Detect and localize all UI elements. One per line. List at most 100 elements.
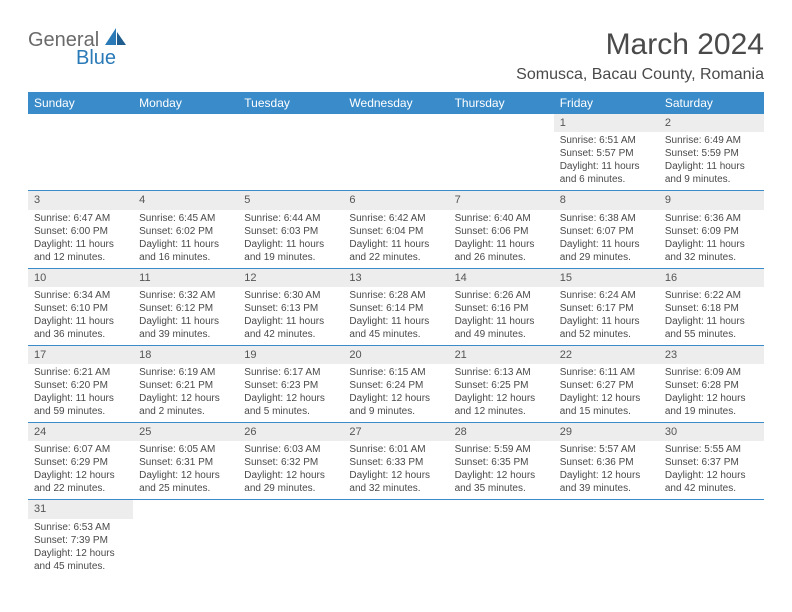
logo-text: General Blue bbox=[28, 28, 127, 68]
calendar-cell: 26Sunrise: 6:03 AMSunset: 6:32 PMDayligh… bbox=[238, 423, 343, 500]
day-content: Sunrise: 5:55 AMSunset: 6:37 PMDaylight:… bbox=[659, 441, 764, 499]
calendar-cell: 13Sunrise: 6:28 AMSunset: 6:14 PMDayligh… bbox=[343, 268, 448, 345]
calendar-cell: 6Sunrise: 6:42 AMSunset: 6:04 PMDaylight… bbox=[343, 191, 448, 268]
day-number: 12 bbox=[238, 269, 343, 287]
calendar-cell bbox=[133, 500, 238, 577]
day-d1: Daylight: 11 hours bbox=[349, 315, 442, 328]
day-number: 2 bbox=[659, 114, 764, 132]
calendar-head: Sunday Monday Tuesday Wednesday Thursday… bbox=[28, 92, 764, 114]
day-ss: Sunset: 6:00 PM bbox=[34, 225, 127, 238]
day-sr: Sunrise: 6:13 AM bbox=[455, 366, 548, 379]
day-sr: Sunrise: 6:05 AM bbox=[139, 443, 232, 456]
calendar-cell: 15Sunrise: 6:24 AMSunset: 6:17 PMDayligh… bbox=[554, 268, 659, 345]
day-content: Sunrise: 6:38 AMSunset: 6:07 PMDaylight:… bbox=[554, 210, 659, 268]
day-d1: Daylight: 11 hours bbox=[455, 238, 548, 251]
day-number: 10 bbox=[28, 269, 133, 287]
day-d2: and 52 minutes. bbox=[560, 328, 653, 341]
day-content: Sunrise: 6:26 AMSunset: 6:16 PMDaylight:… bbox=[449, 287, 554, 345]
day-sr: Sunrise: 5:59 AM bbox=[455, 443, 548, 456]
day-d2: and 59 minutes. bbox=[34, 405, 127, 418]
calendar-body: 1Sunrise: 6:51 AMSunset: 5:57 PMDaylight… bbox=[28, 114, 764, 577]
day-d2: and 2 minutes. bbox=[139, 405, 232, 418]
day-number: 9 bbox=[659, 191, 764, 209]
day-number: 30 bbox=[659, 423, 764, 441]
calendar-cell: 22Sunrise: 6:11 AMSunset: 6:27 PMDayligh… bbox=[554, 345, 659, 422]
day-ss: Sunset: 6:13 PM bbox=[244, 302, 337, 315]
day-number: 31 bbox=[28, 500, 133, 518]
month-title: March 2024 bbox=[516, 28, 764, 62]
day-number: 29 bbox=[554, 423, 659, 441]
calendar-cell: 23Sunrise: 6:09 AMSunset: 6:28 PMDayligh… bbox=[659, 345, 764, 422]
day-d1: Daylight: 12 hours bbox=[560, 392, 653, 405]
day-d2: and 29 minutes. bbox=[560, 251, 653, 264]
calendar-cell bbox=[28, 114, 133, 191]
day-d2: and 19 minutes. bbox=[665, 405, 758, 418]
day-d2: and 15 minutes. bbox=[560, 405, 653, 418]
calendar-cell bbox=[449, 500, 554, 577]
day-d2: and 36 minutes. bbox=[34, 328, 127, 341]
day-content: Sunrise: 6:32 AMSunset: 6:12 PMDaylight:… bbox=[133, 287, 238, 345]
day-content: Sunrise: 6:17 AMSunset: 6:23 PMDaylight:… bbox=[238, 364, 343, 422]
calendar-cell bbox=[343, 500, 448, 577]
day-number: 14 bbox=[449, 269, 554, 287]
day-d2: and 45 minutes. bbox=[349, 328, 442, 341]
day-d1: Daylight: 11 hours bbox=[139, 238, 232, 251]
day-d1: Daylight: 12 hours bbox=[139, 392, 232, 405]
day-ss: Sunset: 6:03 PM bbox=[244, 225, 337, 238]
day-sr: Sunrise: 6:38 AM bbox=[560, 212, 653, 225]
day-ss: Sunset: 6:17 PM bbox=[560, 302, 653, 315]
day-d2: and 12 minutes. bbox=[455, 405, 548, 418]
day-content: Sunrise: 6:53 AMSunset: 7:39 PMDaylight:… bbox=[28, 519, 133, 577]
day-d1: Daylight: 11 hours bbox=[139, 315, 232, 328]
day-number: 21 bbox=[449, 346, 554, 364]
day-sr: Sunrise: 6:36 AM bbox=[665, 212, 758, 225]
day-content: Sunrise: 6:15 AMSunset: 6:24 PMDaylight:… bbox=[343, 364, 448, 422]
day-d1: Daylight: 11 hours bbox=[34, 392, 127, 405]
day-d2: and 5 minutes. bbox=[244, 405, 337, 418]
day-sr: Sunrise: 6:40 AM bbox=[455, 212, 548, 225]
day-d1: Daylight: 12 hours bbox=[34, 469, 127, 482]
dow-sunday: Sunday bbox=[28, 92, 133, 114]
day-d1: Daylight: 11 hours bbox=[560, 238, 653, 251]
calendar-cell bbox=[659, 500, 764, 577]
day-d1: Daylight: 11 hours bbox=[244, 315, 337, 328]
day-ss: Sunset: 6:32 PM bbox=[244, 456, 337, 469]
calendar-cell bbox=[343, 114, 448, 191]
day-ss: Sunset: 5:57 PM bbox=[560, 147, 653, 160]
day-number: 24 bbox=[28, 423, 133, 441]
day-sr: Sunrise: 6:22 AM bbox=[665, 289, 758, 302]
day-content: Sunrise: 6:34 AMSunset: 6:10 PMDaylight:… bbox=[28, 287, 133, 345]
day-d2: and 55 minutes. bbox=[665, 328, 758, 341]
day-d1: Daylight: 11 hours bbox=[349, 238, 442, 251]
day-number: 1 bbox=[554, 114, 659, 132]
day-d1: Daylight: 12 hours bbox=[349, 469, 442, 482]
day-content: Sunrise: 6:21 AMSunset: 6:20 PMDaylight:… bbox=[28, 364, 133, 422]
day-sr: Sunrise: 6:45 AM bbox=[139, 212, 232, 225]
calendar-week: 3Sunrise: 6:47 AMSunset: 6:00 PMDaylight… bbox=[28, 191, 764, 268]
day-d1: Daylight: 11 hours bbox=[455, 315, 548, 328]
day-content: Sunrise: 6:42 AMSunset: 6:04 PMDaylight:… bbox=[343, 210, 448, 268]
dow-monday: Monday bbox=[133, 92, 238, 114]
day-d2: and 19 minutes. bbox=[244, 251, 337, 264]
day-sr: Sunrise: 6:28 AM bbox=[349, 289, 442, 302]
dow-wednesday: Wednesday bbox=[343, 92, 448, 114]
calendar-cell: 10Sunrise: 6:34 AMSunset: 6:10 PMDayligh… bbox=[28, 268, 133, 345]
day-ss: Sunset: 6:14 PM bbox=[349, 302, 442, 315]
day-number: 23 bbox=[659, 346, 764, 364]
day-sr: Sunrise: 6:26 AM bbox=[455, 289, 548, 302]
day-d2: and 42 minutes. bbox=[244, 328, 337, 341]
calendar-cell: 3Sunrise: 6:47 AMSunset: 6:00 PMDaylight… bbox=[28, 191, 133, 268]
day-number: 19 bbox=[238, 346, 343, 364]
location: Somusca, Bacau County, Romania bbox=[516, 66, 764, 84]
day-number: 28 bbox=[449, 423, 554, 441]
day-content: Sunrise: 6:05 AMSunset: 6:31 PMDaylight:… bbox=[133, 441, 238, 499]
calendar-cell: 1Sunrise: 6:51 AMSunset: 5:57 PMDaylight… bbox=[554, 114, 659, 191]
day-sr: Sunrise: 6:47 AM bbox=[34, 212, 127, 225]
calendar-cell: 11Sunrise: 6:32 AMSunset: 6:12 PMDayligh… bbox=[133, 268, 238, 345]
day-sr: Sunrise: 6:44 AM bbox=[244, 212, 337, 225]
calendar-cell bbox=[133, 114, 238, 191]
calendar-cell: 4Sunrise: 6:45 AMSunset: 6:02 PMDaylight… bbox=[133, 191, 238, 268]
calendar-cell: 5Sunrise: 6:44 AMSunset: 6:03 PMDaylight… bbox=[238, 191, 343, 268]
logo: General Blue bbox=[28, 28, 127, 68]
day-d1: Daylight: 12 hours bbox=[665, 392, 758, 405]
